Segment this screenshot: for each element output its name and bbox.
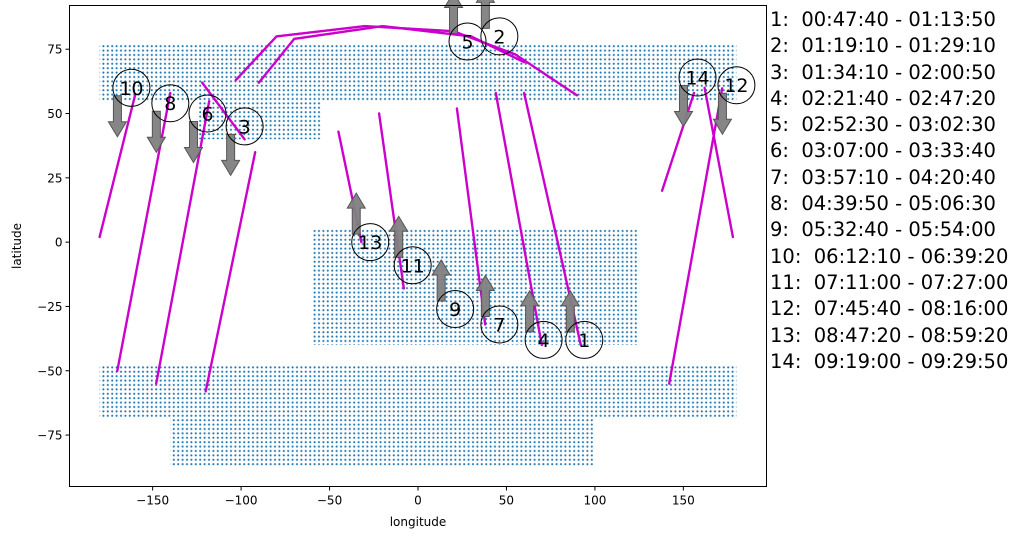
- land-region: [170, 417, 595, 466]
- land-region: [196, 100, 321, 140]
- pass-label: 1: [578, 330, 590, 352]
- legend-entry: 4: 02:21:40 - 02:47:20: [770, 86, 996, 110]
- pass-label: 8: [164, 93, 176, 115]
- legend: 1: 00:47:40 - 01:13:50 2: 01:19:10 - 01:2…: [770, 7, 1008, 375]
- x-tick-label: 50: [499, 494, 514, 508]
- legend-entry: 7: 03:57:10 - 04:20:40: [770, 165, 996, 189]
- direction-arrow-icon: [346, 192, 367, 235]
- pass-marker: [393, 246, 432, 285]
- legend-entry: 8: 04:39:50 - 05:06:30: [770, 192, 996, 216]
- arrow-layer: [107, 0, 733, 333]
- legend-entry: 5: 02:52:30 - 03:02:30: [770, 113, 996, 137]
- x-tick-label: 100: [583, 494, 606, 508]
- ground-track: [154, 99, 211, 385]
- y-tick-label: −50: [37, 364, 62, 378]
- x-tick-label: 150: [672, 494, 695, 508]
- pass-label: 14: [685, 68, 709, 90]
- pass-marker: [225, 107, 264, 146]
- x-tick-label: −150: [136, 494, 169, 508]
- ground-track: [660, 91, 696, 192]
- x-tick-label: 0: [414, 494, 422, 508]
- legend-entry: 3: 01:34:10 - 02:00:50: [770, 60, 996, 84]
- pass-marker: [448, 22, 487, 61]
- pass-label: 2: [493, 26, 505, 48]
- direction-arrow-icon: [519, 289, 540, 333]
- pass-marker: [351, 223, 390, 262]
- legend-entry: 13: 08:47:20 - 08:59:20: [770, 323, 1009, 347]
- pass-marker: [565, 320, 604, 359]
- direction-arrow-icon: [443, 0, 464, 35]
- pass-label: 12: [724, 75, 748, 97]
- direction-arrow-icon: [560, 289, 581, 333]
- y-axis-ticks: −75 −50 −25 0 25 50 75: [37, 43, 70, 443]
- pass-label: 10: [119, 78, 143, 100]
- y-tick-label: −75: [37, 429, 62, 443]
- direction-arrow-icon: [183, 121, 204, 164]
- ground-track: [703, 86, 735, 239]
- direction-arrow-icon: [475, 274, 496, 317]
- ground-track: [204, 150, 257, 393]
- pass-marker: [524, 320, 563, 359]
- legend-entry: 11: 07:11:00 - 07:27:00: [770, 270, 1009, 294]
- y-tick-label: 50: [47, 107, 62, 121]
- direction-arrow-icon: [146, 110, 167, 154]
- legend-entry: 2: 01:19:10 - 01:29:10: [770, 34, 996, 58]
- legend-entry: 9: 05:32:40 - 05:54:00: [770, 218, 996, 242]
- land-region: [99, 365, 737, 418]
- ground-track: [668, 86, 724, 385]
- direction-arrow-icon: [388, 215, 409, 258]
- ground-track: [98, 94, 137, 239]
- pass-label: 6: [201, 104, 213, 126]
- pass-marker: [480, 305, 519, 344]
- pass-marker: [188, 94, 227, 133]
- y-tick-label: −25: [37, 300, 62, 314]
- y-tick-label: 25: [47, 171, 62, 185]
- x-tick-label: −50: [317, 494, 342, 508]
- pass-label: 9: [449, 299, 461, 321]
- direction-arrow-icon: [712, 92, 733, 136]
- direction-arrow-icon: [475, 0, 496, 29]
- direction-arrow-icon: [431, 259, 452, 302]
- pass-label: 11: [401, 255, 425, 277]
- land-layer: [99, 44, 737, 466]
- ground-track: [200, 81, 246, 141]
- legend-entry: 1: 00:47:40 - 01:13:50: [770, 8, 996, 31]
- legend-entry: 14: 09:19:00 - 09:29:50: [770, 349, 1009, 373]
- direction-arrow-icon: [220, 133, 241, 177]
- legend-entry: 10: 06:12:10 - 06:39:20: [770, 244, 1009, 268]
- x-axis-label: longitude: [390, 515, 447, 529]
- pass-label: 4: [538, 330, 550, 352]
- pass-marker: [112, 68, 151, 107]
- ground-track: [377, 112, 405, 290]
- direction-arrow-icon: [107, 95, 128, 138]
- pass-marker: [678, 58, 717, 97]
- legend-entry: 6: 03:07:00 - 03:33:40: [770, 139, 996, 163]
- legend-entry: 12: 07:45:40 - 08:16:00: [770, 297, 1009, 321]
- land-region: [99, 44, 737, 101]
- x-axis-ticks: −150 −100 −50 0 50 100 150: [136, 486, 695, 508]
- pass-marker: [480, 17, 519, 56]
- ground-track: [257, 24, 526, 84]
- pass-marker: [151, 84, 190, 123]
- pass-label: 3: [239, 116, 251, 138]
- pass-label: 5: [461, 32, 473, 54]
- y-tick-label: 0: [55, 236, 63, 250]
- pass-label: 13: [358, 232, 382, 254]
- direction-arrow-icon: [673, 85, 694, 128]
- pass-marker: [436, 290, 475, 329]
- y-tick-label: 75: [47, 43, 62, 57]
- x-tick-label: −100: [225, 494, 258, 508]
- y-axis-label: latitude: [10, 223, 24, 269]
- pass-label: 7: [493, 314, 505, 336]
- pass-marker: [717, 66, 756, 105]
